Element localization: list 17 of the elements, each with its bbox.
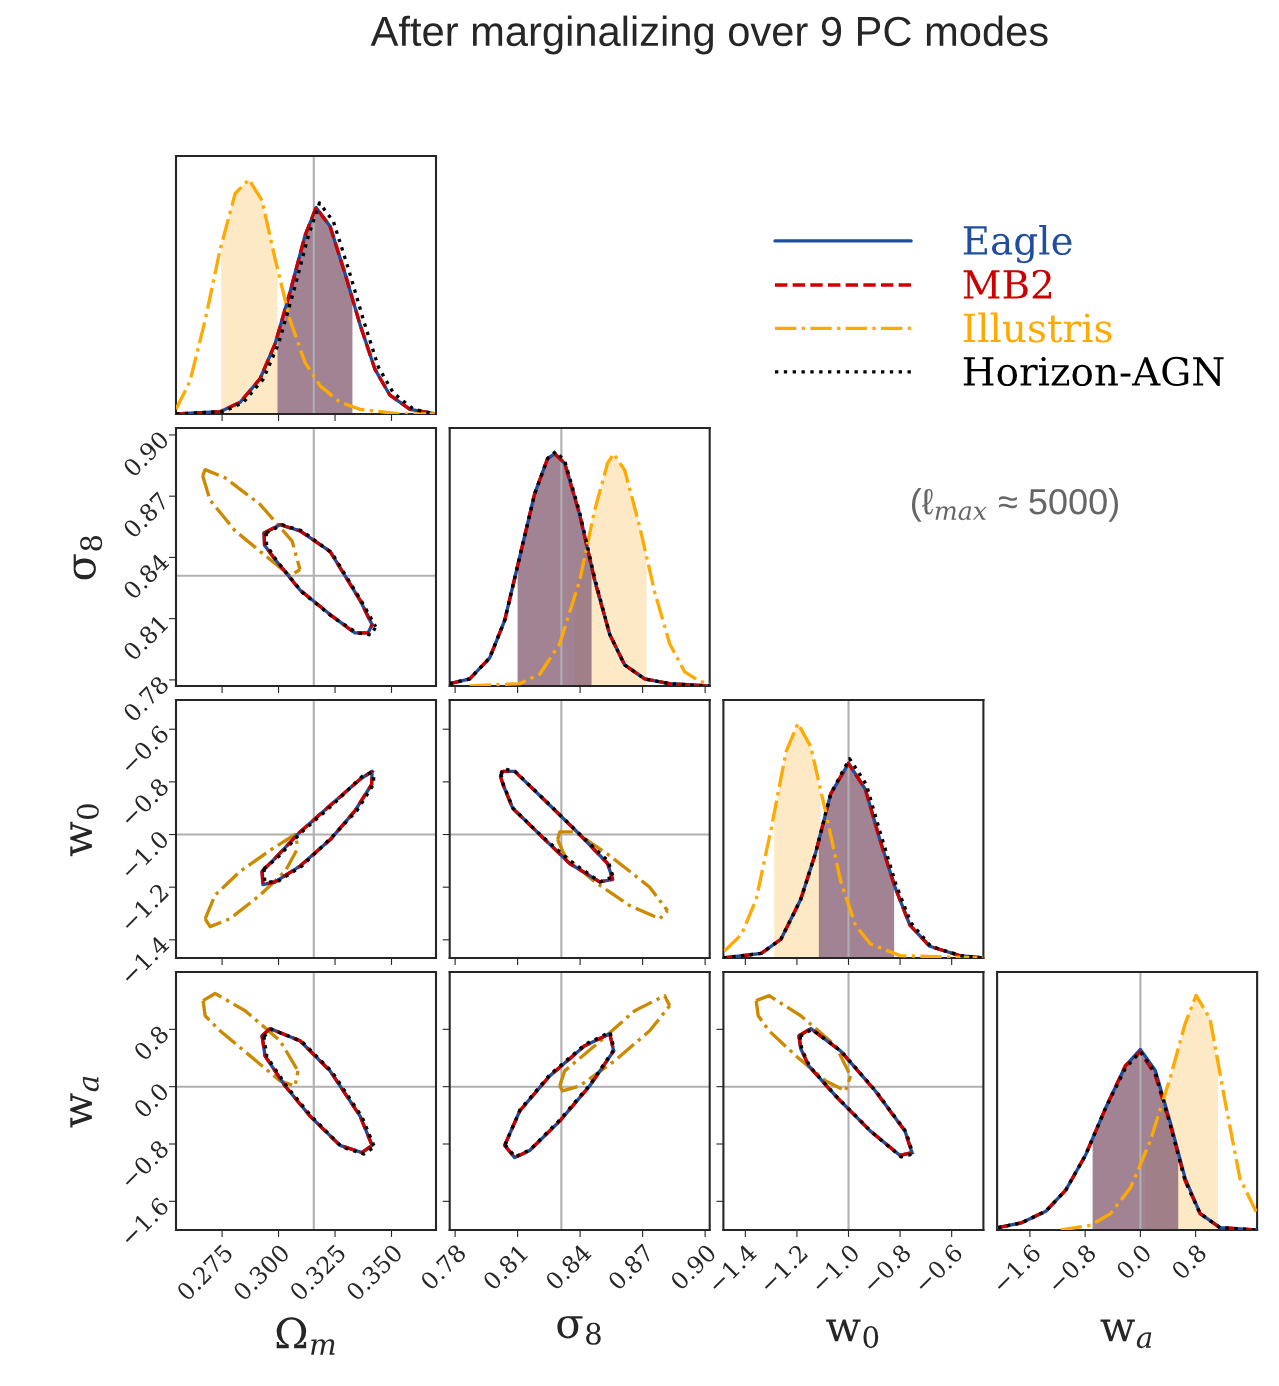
y-axis-title: w$_{a}$ (70, 1076, 99, 1128)
y-axis-title: σ$_{8}$ (73, 535, 103, 580)
text: (ℓ$_{max}$ ≈ 5000) (911, 488, 1118, 522)
y-tick-label: 0.8 (132, 1024, 170, 1062)
x-axis-title: w$_{a}$ (1100, 1319, 1152, 1349)
y-axis-title: w$_{0}$ (70, 804, 99, 857)
x-axis-title: σ$_{8}$ (557, 1316, 601, 1345)
legend-label: MB2 (963, 269, 1051, 299)
x-axis-title: w$_{0}$ (826, 1319, 879, 1349)
x-tick-label: 0.0 (1115, 1243, 1153, 1281)
y-tick-label: 0.0 (132, 1081, 170, 1119)
text: After marginalizing over 9 PC modes (370, 15, 1048, 55)
legend-label: Horizon-AGN (963, 356, 1224, 387)
x-tick-label: 0.8 (1170, 1243, 1208, 1281)
legend-label: Illustris (963, 312, 1112, 343)
legend-label: Eagle (963, 225, 1072, 264)
x-axis-title: Ω$_{m}$ (276, 1317, 335, 1355)
